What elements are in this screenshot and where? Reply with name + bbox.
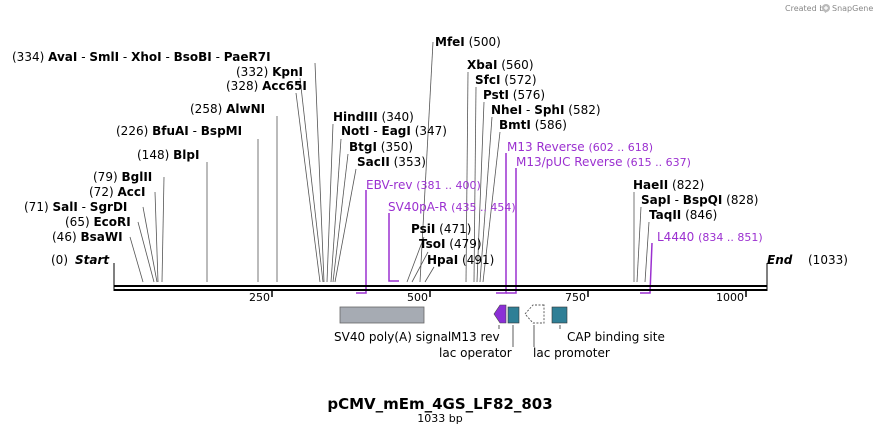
connector-mfei bbox=[424, 266, 435, 283]
primer-ebv-rev-mark bbox=[356, 190, 367, 294]
enzyme-label-alwni: (258) AlwNI bbox=[190, 102, 265, 116]
enzyme-label-haeii: HaeII (822) bbox=[633, 178, 704, 192]
feature-lac-promoter-arrow bbox=[524, 304, 545, 324]
feature-label-sv40-polya: SV40 poly(A) signal bbox=[334, 330, 451, 344]
connector-hindiii bbox=[326, 123, 334, 283]
plasmid-title: pCMV_mEm_4GS_LF82_803 bbox=[327, 395, 552, 413]
tick-label-750: 750 bbox=[565, 291, 586, 304]
connector-psti bbox=[476, 101, 485, 283]
primer-l4440-mark bbox=[640, 242, 653, 294]
enzyme-label-mfei: MfeI (500) bbox=[435, 35, 501, 49]
connector-tsoi bbox=[411, 251, 429, 283]
enzyme-label-hindiii: HindIII (340) bbox=[333, 110, 414, 124]
feature-m13-rev-arrow bbox=[493, 304, 507, 324]
primer-m13-puc-rev-mark bbox=[506, 168, 517, 294]
enzyme-label-bfuai: (226) BfuAI - BspMI bbox=[116, 124, 242, 138]
enzyme-label-noti: NotI - EagI (347) bbox=[341, 124, 447, 138]
feature-cap-binding-site bbox=[551, 306, 568, 324]
start-position: (0) bbox=[51, 253, 68, 267]
enzyme-label-ecori: (65) EcoRI bbox=[65, 215, 131, 229]
enzyme-label-bglii: (79) BglII bbox=[93, 170, 152, 184]
connector-bmti bbox=[482, 131, 501, 283]
feature-lac-operator bbox=[507, 306, 520, 324]
enzyme-label-avai: (334) AvaI - SmlI - XhoI - BsoBI - PaeR7… bbox=[12, 50, 271, 64]
connector-kpni bbox=[299, 77, 324, 283]
tick-label-250: 250 bbox=[249, 291, 270, 304]
created-by-text: Created by bbox=[785, 4, 829, 13]
feature-track bbox=[339, 304, 568, 347]
connector-taqii bbox=[644, 221, 650, 283]
enzyme-label-sacii: SacII (353) bbox=[357, 155, 426, 169]
enzyme-label-bmti: BmtI (586) bbox=[499, 118, 567, 132]
primer-label-sv40pa-r: SV40pA-R (435 .. 454) bbox=[388, 200, 516, 214]
end-position: (1033) bbox=[808, 253, 848, 267]
enzyme-label-psii: PsiI (471) bbox=[411, 222, 471, 236]
enzyme-label-xbai: XbaI (560) bbox=[467, 58, 534, 72]
feature-sv40-polya bbox=[339, 306, 425, 324]
enzyme-label-hpai: HpaI (491) bbox=[427, 253, 494, 267]
start-label-group: (0) Start bbox=[51, 253, 110, 267]
primer-m13-rev-mark bbox=[496, 153, 507, 294]
enzyme-label-sfci: SfcI (572) bbox=[475, 73, 537, 87]
enzyme-label-sapi: SapI - BspQI (828) bbox=[641, 193, 758, 207]
feature-label-lac-operator: lac operator bbox=[439, 346, 512, 360]
enzyme-label-psti: PstI (576) bbox=[483, 88, 545, 102]
connector-btgi bbox=[332, 153, 349, 283]
start-label: Start bbox=[75, 253, 110, 267]
feature-label-cap-binding-site: CAP binding site bbox=[567, 330, 665, 344]
plasmid-size: 1033 bp bbox=[417, 412, 462, 425]
enzyme-label-acci: (72) AccI bbox=[89, 185, 145, 199]
connector-sali bbox=[142, 206, 158, 283]
snapgene-name: SnapGene bbox=[832, 4, 873, 13]
tick-label-1000: 1000 bbox=[716, 291, 744, 304]
connector-sapi bbox=[636, 206, 642, 283]
connector-xbai bbox=[465, 71, 469, 283]
feature-label-m13-rev: M13 rev bbox=[451, 330, 500, 344]
connector-noti bbox=[330, 138, 342, 283]
connector-sfci bbox=[473, 86, 477, 283]
end-label-group: End (1033) bbox=[767, 253, 848, 267]
enzyme-label-kpni: (332) KpnI bbox=[236, 65, 303, 79]
enzyme-label-acc65i: (328) Acc65I bbox=[226, 79, 307, 93]
primer-label-l4440: L4440 (834 .. 851) bbox=[657, 230, 763, 244]
connector-nhei bbox=[479, 116, 493, 283]
enzyme-label-btgi: BtgI (350) bbox=[349, 140, 413, 154]
connector-psii bbox=[406, 236, 425, 283]
snapgene-logo-icon bbox=[822, 4, 830, 12]
enzyme-label-bsawi: (46) BsaWI bbox=[52, 230, 123, 244]
connector-hpai bbox=[419, 41, 434, 283]
enzyme-label-sali: (71) SalI - SgrDI bbox=[24, 200, 127, 214]
tick-label-500: 500 bbox=[407, 291, 428, 304]
enzyme-label-blpi: (148) BlpI bbox=[137, 148, 199, 162]
connector-acci bbox=[154, 191, 159, 283]
snapgene-branding: Created by SnapGene bbox=[785, 4, 873, 13]
enzyme-label-nhei: NheI - SphI (582) bbox=[491, 103, 601, 117]
primer-label-m13-reverse: M13 Reverse (602 .. 618) bbox=[507, 140, 653, 154]
connector-avai bbox=[314, 62, 325, 283]
primer-sv40pa-r-mark bbox=[388, 213, 399, 282]
connector-acc65i bbox=[295, 92, 321, 283]
enzyme-connectors bbox=[129, 41, 650, 283]
primer-marks bbox=[356, 153, 653, 294]
enzyme-label-taqii: TaqII (846) bbox=[649, 208, 717, 222]
sequence-backbone bbox=[113, 263, 768, 297]
feature-label-lac-promoter: lac promoter bbox=[533, 346, 610, 360]
connector-bglii bbox=[161, 176, 165, 283]
primer-label-ebv-rev: EBV-rev (381 .. 400) bbox=[366, 178, 481, 192]
enzyme-label-tsoi: TsoI (479) bbox=[419, 237, 482, 251]
end-label: End bbox=[767, 253, 793, 267]
connector-bsawi bbox=[129, 236, 144, 283]
connector-sacii bbox=[334, 168, 357, 283]
connector-ecori bbox=[137, 221, 155, 283]
axis-tick-labels: 250 500 750 1000 bbox=[249, 291, 744, 304]
primer-label-m13-puc-reverse: M13/pUC Reverse (615 .. 637) bbox=[516, 155, 691, 169]
